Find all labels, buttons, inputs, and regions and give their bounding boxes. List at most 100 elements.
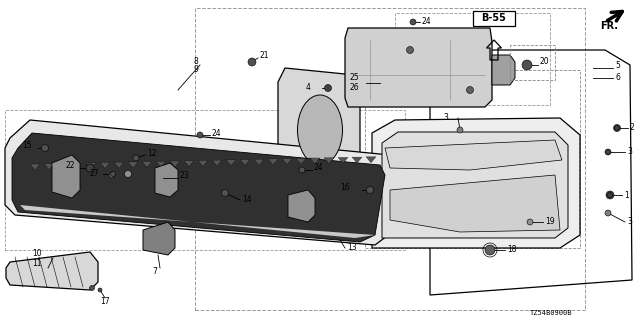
Text: 4: 4	[305, 84, 310, 92]
Polygon shape	[268, 159, 278, 165]
Circle shape	[221, 189, 228, 196]
Text: 12: 12	[147, 148, 157, 157]
Polygon shape	[72, 163, 82, 169]
Polygon shape	[6, 252, 98, 290]
Text: 3: 3	[627, 148, 632, 156]
Circle shape	[406, 46, 413, 53]
Polygon shape	[372, 118, 580, 248]
Polygon shape	[184, 161, 194, 167]
Polygon shape	[310, 158, 320, 164]
Polygon shape	[52, 155, 80, 198]
Polygon shape	[44, 164, 54, 170]
Polygon shape	[278, 68, 360, 188]
Text: 20: 20	[540, 58, 550, 67]
Circle shape	[410, 19, 416, 25]
Text: 10: 10	[32, 250, 42, 259]
Circle shape	[125, 171, 131, 178]
Polygon shape	[143, 222, 175, 255]
Bar	[5, 110, 405, 250]
Text: B-55: B-55	[481, 13, 506, 23]
Circle shape	[324, 84, 332, 92]
Circle shape	[614, 125, 620, 131]
Bar	[365, 70, 580, 248]
Polygon shape	[20, 205, 375, 238]
Circle shape	[522, 60, 532, 70]
Polygon shape	[288, 190, 315, 222]
Polygon shape	[114, 162, 124, 168]
Circle shape	[90, 285, 95, 291]
Text: 3: 3	[627, 218, 632, 227]
Polygon shape	[155, 163, 178, 197]
Text: 13: 13	[347, 244, 356, 252]
Circle shape	[605, 210, 611, 216]
Text: 1: 1	[624, 190, 628, 199]
Circle shape	[86, 164, 94, 172]
Text: 25: 25	[350, 74, 360, 83]
Text: 7: 7	[152, 268, 157, 276]
Circle shape	[133, 155, 139, 161]
Polygon shape	[352, 157, 362, 163]
Circle shape	[109, 172, 115, 178]
Polygon shape	[86, 163, 96, 169]
Bar	[195, 8, 585, 310]
Circle shape	[605, 149, 611, 155]
Text: 11: 11	[32, 259, 42, 268]
Circle shape	[197, 132, 203, 138]
Circle shape	[467, 86, 474, 93]
Circle shape	[248, 58, 256, 66]
Text: 14: 14	[242, 196, 252, 204]
Polygon shape	[12, 133, 385, 242]
Text: 19: 19	[545, 218, 555, 227]
Polygon shape	[100, 163, 110, 169]
Polygon shape	[198, 160, 208, 166]
Polygon shape	[382, 132, 568, 238]
Circle shape	[111, 172, 115, 177]
Polygon shape	[390, 175, 560, 232]
Polygon shape	[492, 55, 515, 85]
Text: 15: 15	[22, 141, 31, 150]
Polygon shape	[128, 162, 138, 168]
Polygon shape	[30, 164, 40, 170]
Text: 24: 24	[422, 18, 431, 27]
Polygon shape	[226, 160, 236, 166]
Polygon shape	[324, 158, 334, 164]
Circle shape	[605, 149, 611, 155]
Circle shape	[457, 127, 463, 133]
Polygon shape	[142, 162, 152, 168]
Text: 24: 24	[314, 164, 324, 172]
Polygon shape	[366, 157, 376, 163]
Text: 23: 23	[180, 172, 189, 180]
Polygon shape	[170, 161, 180, 167]
Ellipse shape	[298, 95, 342, 165]
Bar	[395, 13, 550, 105]
Text: 26: 26	[350, 84, 360, 92]
Text: 9: 9	[193, 66, 198, 75]
Circle shape	[614, 124, 621, 132]
Polygon shape	[156, 161, 166, 167]
Text: 16: 16	[340, 183, 349, 193]
Circle shape	[485, 245, 495, 255]
Text: TZ54B0900B: TZ54B0900B	[530, 310, 573, 316]
Text: 27: 27	[90, 170, 100, 179]
Polygon shape	[5, 120, 400, 245]
Text: 21: 21	[260, 51, 269, 60]
Bar	[510, 45, 555, 80]
Polygon shape	[296, 158, 306, 164]
Polygon shape	[385, 140, 562, 170]
Circle shape	[606, 191, 614, 199]
Text: 24: 24	[212, 129, 221, 138]
Text: 17: 17	[100, 298, 109, 307]
Circle shape	[367, 187, 374, 194]
Text: 18: 18	[507, 245, 516, 254]
Polygon shape	[254, 159, 264, 165]
Polygon shape	[212, 160, 222, 166]
Text: 8: 8	[193, 58, 198, 67]
Text: FR.: FR.	[600, 21, 618, 31]
FancyBboxPatch shape	[473, 11, 515, 26]
Circle shape	[527, 219, 533, 225]
Polygon shape	[345, 28, 492, 107]
Circle shape	[98, 288, 102, 292]
Circle shape	[86, 164, 94, 172]
Polygon shape	[240, 159, 250, 165]
Polygon shape	[338, 157, 348, 164]
